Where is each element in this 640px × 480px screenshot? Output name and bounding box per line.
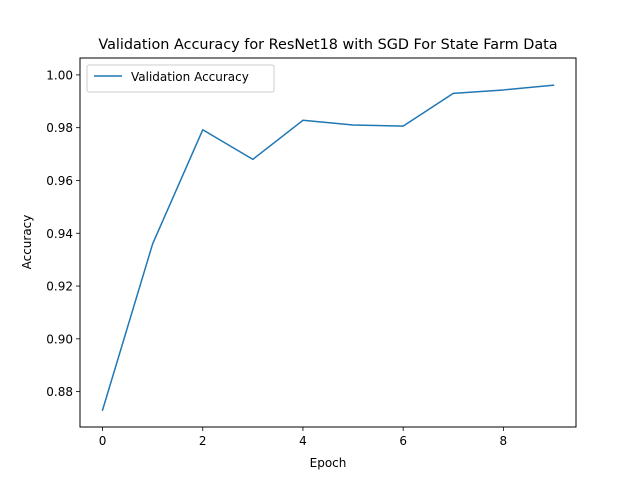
x-tick-label: 4 <box>299 434 307 448</box>
plot-area: 0 2 4 6 8 0.88 0.90 0.92 0.94 0.96 0.98 1.00 <box>46 57 577 448</box>
chart-title: Validation Accuracy for ResNet18 with SG… <box>98 37 557 53</box>
y-tick-label: 0.98 <box>46 121 73 135</box>
legend-label: Validation Accuracy <box>131 70 249 84</box>
y-tick-label: 0.92 <box>46 280 73 294</box>
x-axis-ticks: 0 2 4 6 8 <box>99 427 507 448</box>
legend: Validation Accuracy <box>86 64 275 93</box>
y-tick-label: 0.94 <box>46 227 73 241</box>
x-tick-label: 8 <box>500 434 508 448</box>
x-tick-label: 0 <box>99 434 107 448</box>
axes-frame <box>79 57 577 428</box>
y-axis-label: Accuracy <box>20 215 34 270</box>
y-tick-label: 0.96 <box>46 174 73 188</box>
legend-box <box>86 64 275 93</box>
series-layer <box>101 84 555 412</box>
y-tick-label: 1.00 <box>46 68 73 82</box>
y-tick-label: 0.88 <box>46 385 73 399</box>
series-line-validation-accuracy <box>101 84 555 412</box>
x-tick-label: 2 <box>199 434 207 448</box>
x-axis-label: Epoch <box>310 456 347 470</box>
x-tick-label: 6 <box>399 434 407 448</box>
y-tick-label: 0.90 <box>46 332 73 346</box>
y-axis-ticks: 0.88 0.90 0.92 0.94 0.96 0.98 1.00 <box>46 68 80 399</box>
